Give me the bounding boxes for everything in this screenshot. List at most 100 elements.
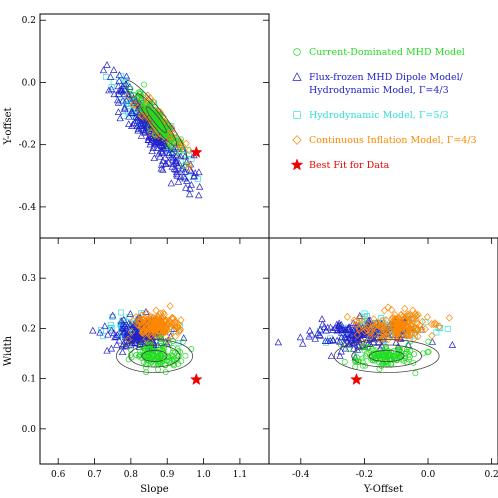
point-flux (107, 326, 116, 334)
point-mhd (151, 120, 158, 127)
best-fit-star (189, 145, 203, 158)
plot-area (274, 303, 457, 386)
point-flux (99, 66, 108, 74)
point-mhd (143, 356, 150, 363)
y-tick-label: 0.3 (22, 274, 37, 284)
point-flux (106, 73, 115, 80)
point-mhd (424, 349, 431, 356)
point-flux (186, 165, 194, 173)
point-flux (116, 114, 124, 122)
point-flux (327, 352, 336, 359)
point-inflation (158, 330, 166, 339)
point-inflation (428, 331, 436, 340)
confidence-contour (145, 106, 167, 134)
point-inflation (158, 326, 167, 335)
point-flux (314, 329, 322, 336)
point-flux (137, 119, 145, 127)
point-mhd (127, 86, 134, 92)
point-flux (341, 325, 350, 333)
point-flux (105, 86, 113, 94)
point-hydro53 (323, 339, 329, 346)
point-inflation (384, 303, 392, 312)
point-mhd (379, 360, 386, 367)
point-flux (165, 150, 173, 158)
point-mhd (425, 348, 432, 355)
point-hydro53 (444, 325, 451, 332)
point-mhd (172, 134, 178, 141)
point-flux (185, 190, 194, 198)
point-flux (147, 137, 155, 145)
point-inflation (363, 326, 371, 335)
point-flux (113, 96, 122, 104)
point-hydro53 (126, 314, 133, 321)
point-inflation (402, 326, 410, 335)
point-mhd (157, 126, 164, 133)
point-inflation (379, 334, 387, 343)
point-flux (296, 333, 305, 341)
legend-entry-inflation: Continuous Inflation Model, Γ=4/3 (292, 135, 477, 146)
point-flux (195, 182, 204, 190)
point-flux (117, 87, 126, 95)
point-inflation (158, 315, 167, 323)
point-flux (172, 168, 181, 176)
point-hydro53 (98, 327, 104, 334)
point-flux (132, 112, 140, 120)
point-mhd (144, 352, 150, 359)
point-flux (157, 160, 166, 168)
point-inflation (139, 112, 147, 121)
point-mhd (373, 355, 380, 362)
point-flux (149, 144, 157, 151)
x-tick-label: -0.2 (356, 470, 373, 480)
point-mhd (165, 123, 172, 130)
contour-group (333, 339, 440, 374)
point-inflation (133, 320, 142, 329)
point-inflation (432, 320, 440, 329)
point-inflation (421, 325, 429, 333)
point-inflation (124, 335, 132, 344)
point-flux (174, 177, 183, 185)
point-inflation (414, 332, 422, 341)
point-inflation (388, 305, 396, 314)
point-inflation (412, 312, 420, 321)
point-flux (113, 340, 121, 348)
point-flux (316, 325, 324, 333)
point-inflation (168, 124, 176, 133)
point-flux (157, 164, 166, 172)
point-mhd (405, 342, 412, 349)
point-mhd (362, 353, 369, 360)
legend-label-flux: Hydrodynamic Model, Γ=4/3 (309, 85, 449, 96)
point-inflation (370, 315, 378, 324)
point-flux (152, 139, 160, 147)
point-flux (96, 328, 104, 336)
confidence-contour (135, 93, 178, 147)
point-flux (172, 158, 181, 166)
point-mhd (147, 102, 154, 109)
point-flux (110, 90, 118, 98)
point-flux (122, 80, 130, 88)
point-mhd (142, 352, 149, 359)
point-flux (107, 344, 116, 352)
point-inflation (147, 324, 155, 333)
point-flux (118, 348, 127, 356)
best-fit-star (350, 372, 363, 386)
point-flux (195, 191, 203, 199)
confidence-contour (141, 350, 168, 362)
y-axis-label: Y-offset (3, 107, 14, 145)
point-hydro53 (433, 329, 440, 336)
point-mhd (149, 355, 156, 362)
point-flux (306, 326, 314, 334)
point-flux (129, 120, 137, 128)
point-inflation (146, 128, 154, 136)
point-flux (119, 328, 127, 336)
point-flux (125, 120, 133, 128)
x-axis-label: Slope (140, 484, 168, 495)
point-inflation (135, 317, 143, 326)
point-flux (119, 323, 127, 331)
point-flux (158, 148, 167, 156)
legend-entry-hydro53: Hydrodynamic Model, Γ=5/3 (293, 110, 449, 121)
legend-marker-best (290, 158, 304, 171)
point-flux (131, 326, 139, 333)
point-hydro53 (118, 309, 125, 316)
point-flux (156, 152, 164, 160)
point-inflation (153, 315, 161, 323)
